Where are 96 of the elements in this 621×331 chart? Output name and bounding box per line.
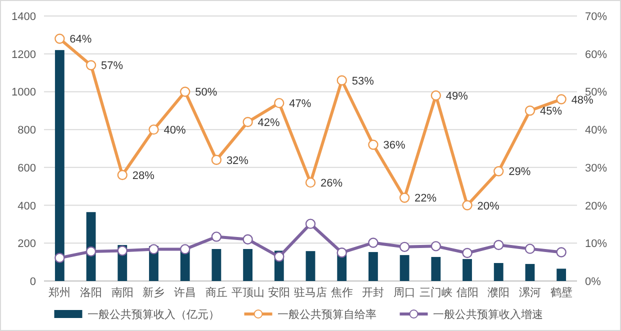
data-label: 28% [132, 170, 155, 182]
point [368, 238, 378, 248]
bar [494, 263, 504, 281]
point [399, 242, 410, 252]
bar [556, 268, 566, 281]
data-label: 47% [289, 98, 312, 110]
point [274, 252, 284, 262]
x-tick-label: 安阳 [268, 286, 290, 299]
y-tick-label: 0 [30, 276, 36, 288]
x-tick-label: 平顶山 [231, 286, 264, 299]
data-label: 22% [414, 192, 437, 205]
x-tick-label: 驻马店 [294, 286, 327, 299]
bar [243, 249, 252, 281]
y-tick-label: 200 [18, 238, 36, 250]
point [54, 34, 65, 44]
data-label: 57% [101, 60, 124, 72]
x-tick-label: 三门峡 [419, 286, 452, 299]
point [180, 86, 190, 97]
point [86, 60, 96, 70]
data-label: 20% [477, 200, 500, 212]
y-tick-label: 400 [18, 200, 36, 212]
point [524, 106, 536, 116]
y2-tick-label: 10% [585, 238, 608, 250]
data-label: 29% [508, 166, 531, 178]
y2-tick-label: 70% [585, 11, 608, 23]
x-tick-label: 焦作 [330, 287, 353, 299]
point [430, 90, 442, 101]
point [336, 248, 347, 258]
x-tick-label: 新乡 [142, 286, 165, 299]
point [399, 192, 410, 203]
y-tick-label: 1000 [12, 86, 36, 99]
x-tick-label: 南阳 [111, 286, 134, 299]
y2-tick-label: 20% [585, 200, 608, 212]
data-label: 26% [320, 178, 343, 190]
point [494, 166, 504, 176]
data-label: 45% [540, 106, 562, 118]
bar [306, 251, 316, 281]
y2-tick-label: 30% [585, 162, 608, 174]
data-label: 40% [164, 124, 186, 137]
data-label: 50% [195, 86, 218, 99]
point [211, 154, 222, 165]
bar [212, 249, 222, 281]
y-tick-label: 800 [18, 124, 36, 137]
point [305, 177, 316, 188]
y-tick-label: 600 [18, 162, 36, 174]
x-tick-label: 信阳 [456, 287, 478, 299]
data-label: 53% [352, 75, 374, 88]
point [86, 246, 96, 257]
x-tick-label: 商丘 [205, 286, 228, 299]
point [462, 248, 472, 258]
data-label: 49% [446, 90, 468, 102]
legend-label: 一般公共预算收入增速 [432, 308, 543, 321]
y2-tick-label: 60% [585, 48, 608, 61]
point [368, 140, 378, 150]
x-tick-label: 鹤壁 [550, 286, 572, 299]
y-tick-label: 1400 [12, 11, 36, 23]
point [336, 75, 347, 86]
point [242, 234, 253, 244]
x-tick-label: 洛阳 [80, 287, 102, 299]
point [148, 244, 159, 254]
y2-tick-label: 40% [585, 124, 608, 137]
data-label: 42% [258, 117, 280, 129]
bar [431, 256, 441, 281]
x-tick-label: 许昌 [174, 287, 196, 299]
point [556, 94, 566, 104]
point [462, 200, 472, 210]
x-tick-label: 郑州 [48, 286, 71, 299]
point [274, 98, 284, 108]
point [148, 124, 159, 135]
point [430, 241, 442, 252]
point [305, 218, 316, 229]
point [117, 170, 128, 180]
point [494, 240, 504, 250]
point [54, 252, 65, 264]
point [180, 244, 190, 254]
point [242, 116, 253, 128]
x-tick-label: 开封 [362, 286, 384, 299]
x-tick-label: 漯河 [518, 287, 541, 299]
bar [462, 259, 472, 281]
legend-label: 一般公共预算自给率 [277, 308, 376, 321]
point [117, 246, 128, 256]
point [211, 232, 222, 242]
bar [400, 255, 410, 281]
data-label: 36% [383, 140, 406, 152]
point [556, 247, 566, 258]
bar [525, 264, 535, 281]
y2-tick-label: 0% [585, 276, 602, 288]
bar [368, 252, 378, 281]
x-tick-label: 濮阳 [488, 287, 510, 299]
data-label: 32% [226, 154, 249, 167]
x-tick-label: 周口 [394, 287, 416, 299]
legend-label: 一般公共预算收入（亿元） [87, 308, 220, 321]
bar [54, 50, 64, 281]
y-tick-label: 1200 [12, 48, 36, 61]
data-label: 64% [70, 34, 92, 46]
point [524, 244, 536, 254]
